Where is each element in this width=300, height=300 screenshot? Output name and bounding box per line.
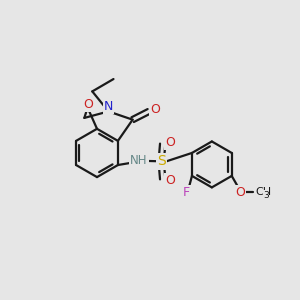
Text: NH: NH (130, 154, 148, 167)
Text: O: O (150, 103, 160, 116)
Text: CH: CH (255, 187, 272, 197)
Text: 3: 3 (263, 190, 269, 200)
Text: O: O (235, 186, 245, 199)
Text: O: O (83, 98, 93, 111)
Text: F: F (182, 187, 190, 200)
Text: N: N (104, 100, 113, 113)
Text: S: S (157, 154, 166, 169)
Text: O: O (165, 136, 175, 149)
Text: O: O (165, 174, 175, 187)
